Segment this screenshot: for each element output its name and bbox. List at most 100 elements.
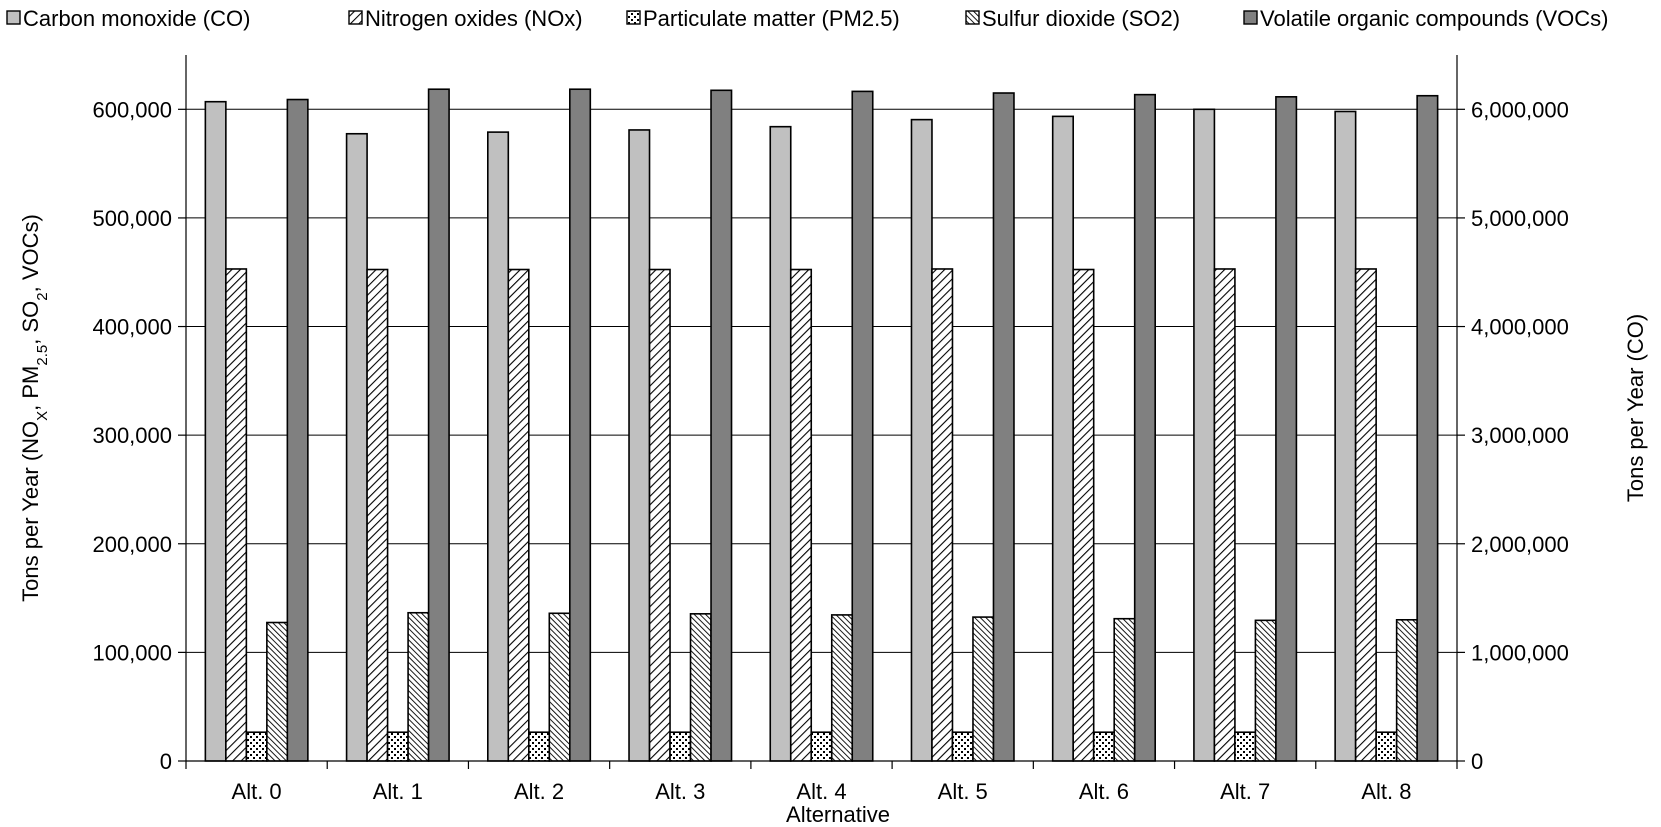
bar [366,268,389,762]
legend-item: Nitrogen oxides (NOx) [348,6,583,31]
x-tick-label: Alt. 3 [655,779,705,804]
bar-group [769,90,874,762]
left-axis-ticks: 0 100,000 200,000 300,000 400,000 500,000 600,… [92,97,186,774]
bar [427,88,450,762]
bar [266,621,289,762]
bar [830,614,854,762]
bar [1133,93,1156,762]
bar [669,731,692,762]
bar [548,612,571,762]
bars [204,88,1439,762]
legend-swatch [965,10,980,25]
axes [185,55,1458,762]
x-tick-label: Alt. 4 [796,779,846,804]
bar [1051,115,1074,762]
left-tick-label: 0 [160,749,172,774]
legend: Carbon monoxide (CO) Nitrogen oxides (NOx… [6,6,1609,31]
legend-label: Carbon monoxide (CO) [23,6,250,31]
bar [1354,268,1377,762]
x-tick-label: Alt. 2 [514,779,564,804]
legend-label: Particulate matter (PM2.5) [643,6,900,31]
bar [992,92,1015,762]
left-tick-label: 200,000 [92,532,172,557]
legend-swatch [348,10,363,25]
x-tick-label: Alt. 5 [938,779,988,804]
bar-group [1334,94,1439,762]
left-tick-label: 400,000 [92,315,172,340]
right-tick-label: 6,000,000 [1471,97,1569,122]
bar [245,731,268,762]
x-axis-ticks: Alt. 0 Alt. 1 Alt. 2 Alt. 3 Alt. 4 Alt. 5 Alt.… [185,761,1458,804]
bar [386,731,409,762]
bar [286,98,309,762]
right-tick-label: 1,000,000 [1471,640,1569,665]
bar [1113,617,1136,762]
bar [1416,94,1439,762]
bar [225,268,248,762]
gridlines [186,108,1457,653]
right-tick-label: 4,000,000 [1471,315,1569,340]
legend-item: Particulate matter (PM2.5) [626,6,900,31]
bar [1375,731,1398,762]
bar [487,131,510,762]
legend-swatch [626,10,641,25]
bar [769,125,792,762]
bar [345,132,368,762]
bar-group [1051,93,1156,762]
bar [648,268,671,762]
bar [407,611,430,762]
bar [1234,731,1257,762]
bar [1092,731,1115,762]
bar-group [204,98,309,762]
bar [528,731,551,762]
bar [910,118,933,762]
right-tick-label: 3,000,000 [1471,423,1569,448]
bar [1193,108,1216,762]
bar [710,89,733,762]
legend-item: Carbon monoxide (CO) [6,6,250,31]
legend-label: Volatile organic compounds (VOCs) [1260,6,1609,31]
bar-group [487,88,592,762]
bar [1275,96,1298,762]
bar [569,88,592,762]
bar [1254,619,1277,762]
bar [204,100,227,762]
bar [1334,110,1357,762]
legend-swatch [1243,10,1258,25]
right-axis-title: Tons per Year (CO) [1623,314,1648,502]
right-axis-ticks: 0 1,000,000 2,000,000 3,000,000 4,000,000 5,0… [1457,97,1569,774]
bar [810,731,833,762]
right-tick-label: 2,000,000 [1471,532,1569,557]
bar-group [345,88,450,762]
bar-group [628,89,733,762]
bar-group [910,92,1015,762]
x-tick-label: Alt. 7 [1220,779,1270,804]
bar-group [1193,96,1298,762]
left-axis-title: Tons per Year (NOX, PM2.5, SO2, VOCs) [18,214,51,602]
bar [1213,268,1236,762]
bar [931,268,954,762]
bar [972,616,995,762]
right-tick-label: 0 [1471,749,1483,774]
legend-item: Sulfur dioxide (SO2) [965,6,1180,31]
x-tick-label: Alt. 6 [1079,779,1129,804]
bar [951,731,974,762]
legend-swatch [6,10,21,25]
left-tick-label: 300,000 [92,423,172,448]
legend-item: Volatile organic compounds (VOCs) [1243,6,1609,31]
x-tick-label: Alt. 1 [373,779,423,804]
left-tick-label: 600,000 [92,97,172,122]
bar [1072,268,1095,762]
legend-label: Nitrogen oxides (NOx) [365,6,583,31]
left-tick-label: 100,000 [92,640,172,665]
legend-label: Sulfur dioxide (SO2) [982,6,1180,31]
bar [1395,618,1418,762]
bar [851,90,874,762]
bar [507,268,530,762]
left-tick-label: 500,000 [92,206,172,231]
x-tick-label: Alt. 0 [232,779,282,804]
bar [789,268,813,762]
x-axis-title: Alternative [786,802,890,827]
bar [628,129,651,762]
